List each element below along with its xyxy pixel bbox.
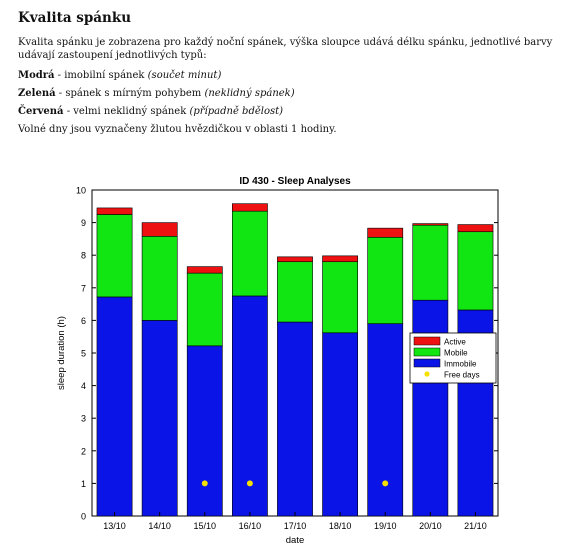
x-tick-label: 16/10 [239, 521, 262, 531]
sleep-chart: 0 1 2 3 4 5 6 7 8 9 10 13/10 14/10 15/10 16/10 17/10 18/… [56, 176, 499, 546]
section-heading: Kvalita spánku [18, 10, 132, 26]
bar-segment-active [231, 203, 268, 212]
legend-swatch-active [413, 336, 441, 346]
x-tick-label: 17/10 [284, 521, 307, 531]
y-tick-label: 2 [81, 446, 86, 456]
legend-desc: spánek s mírným pohybem [65, 88, 205, 99]
chart-container: 0 1 2 3 4 5 6 7 8 9 10 13/10 14/10 15/10 16/10 17/10 18/… [0, 170, 581, 555]
bar-segment-immobile [96, 296, 133, 517]
legend-line-blue: Modrá - imobilní spánek (součet minut) [18, 69, 563, 82]
bar-segment-immobile [186, 345, 223, 517]
chart-title: ID 430 - Sleep Analyses [239, 176, 351, 187]
x-tick-label: 19/10 [374, 521, 397, 531]
legend-swatch-immobile [413, 358, 441, 368]
legend-sep: - [55, 88, 66, 99]
bar-segment-mobile [96, 214, 133, 298]
y-tick-label: 8 [81, 251, 86, 261]
bar-segment-immobile [322, 332, 359, 517]
legend-note: (případně bdělost) [189, 106, 284, 117]
x-tick-label: 20/10 [419, 521, 442, 531]
legend-sep: - [54, 70, 65, 81]
free-days-note: Volné dny jsou vyznačeny žlutou hvězdičk… [18, 124, 337, 135]
y-tick-label: 3 [81, 414, 86, 424]
legend-label: Immobile [444, 360, 477, 369]
legend-term: Zelená [18, 88, 56, 99]
legend-sep: - [63, 106, 74, 117]
bar-segment-immobile [412, 299, 449, 517]
legend-label: Active [444, 338, 466, 347]
bar-segment-active [367, 227, 404, 238]
bar-segment-mobile [457, 231, 494, 311]
bar-segment-immobile [231, 295, 268, 517]
bar-segment-active [277, 256, 313, 263]
legend-term: Modrá [18, 70, 55, 81]
y-tick-label: 7 [81, 283, 86, 293]
legend-desc: velmi neklidný spánek [73, 106, 190, 117]
y-tick-label: 0 [81, 512, 86, 522]
legend-swatch-free-days [424, 371, 430, 377]
x-tick-label: 21/10 [464, 521, 487, 531]
y-axis-label: sleep duration (h) [56, 316, 67, 390]
bar-segment-mobile [412, 224, 449, 301]
x-tick-label: 13/10 [103, 521, 126, 531]
legend-term: Červená [18, 106, 64, 117]
y-tick-label: 4 [81, 381, 86, 391]
bar-segment-active [412, 223, 449, 226]
x-axis-label: date [286, 535, 305, 546]
x-tick-label: 15/10 [194, 521, 217, 531]
legend-swatch-mobile [413, 347, 441, 357]
bar-segment-mobile [186, 272, 223, 347]
x-tick-label: 14/10 [148, 521, 171, 531]
y-tick-label: 1 [81, 479, 86, 489]
bar-segment-active [141, 222, 178, 237]
bar-segment-immobile [367, 323, 404, 517]
free-day-marker [201, 480, 208, 487]
document: Kvalita spánku Kvalita spánku je zobraze… [18, 10, 563, 143]
bar-segment-active [96, 207, 133, 215]
x-tick-label: 18/10 [329, 521, 352, 531]
legend-line-red: Červená - velmi neklidný spánek (případn… [18, 105, 563, 118]
y-tick-label: 5 [81, 349, 86, 359]
y-tick-label: 6 [81, 316, 86, 326]
bar-segment-active [186, 266, 223, 274]
bar-segment-immobile [277, 321, 313, 517]
free-day-marker [382, 480, 389, 487]
legend-note: (neklidný spánek) [204, 88, 295, 99]
legend-line-green: Zelená - spánek s mírným pohybem (neklid… [18, 87, 563, 100]
legend-desc: imobilní spánek [64, 70, 148, 81]
bar-segment-mobile [322, 261, 359, 334]
bar-segment-mobile [367, 236, 404, 324]
legend-label: Free days [444, 371, 480, 380]
bar-segment-mobile [277, 261, 313, 323]
legend-label: Mobile [444, 349, 468, 358]
y-tick-label: 9 [81, 218, 86, 228]
bar-segment-active [457, 224, 494, 233]
bar-segment-mobile [141, 235, 178, 321]
intro-paragraph: Kvalita spánku je zobrazena pro každý no… [18, 37, 553, 61]
y-tick-label: 10 [76, 186, 86, 196]
legend-note: (součet minut) [147, 70, 222, 81]
bar-segment-immobile [141, 320, 178, 517]
bar-segment-mobile [231, 210, 268, 297]
bar-segment-active [322, 255, 359, 263]
free-day-marker [246, 480, 253, 487]
